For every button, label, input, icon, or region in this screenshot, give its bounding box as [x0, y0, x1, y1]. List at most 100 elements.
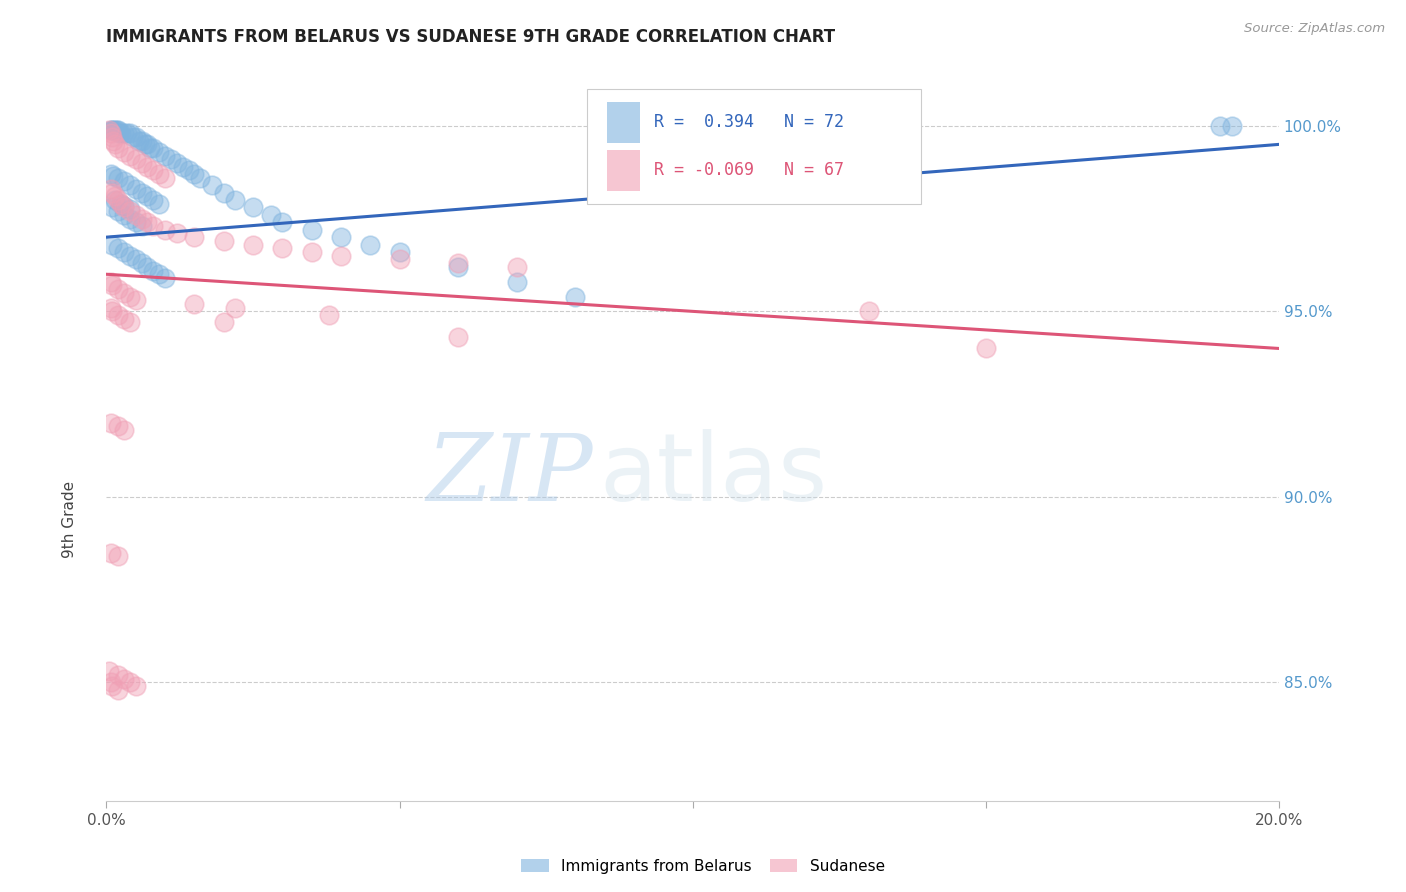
- Point: [974, 342, 997, 356]
- Point: [118, 178, 141, 193]
- Point: [142, 219, 165, 233]
- Point: [131, 256, 153, 270]
- Point: [447, 256, 470, 270]
- Point: [107, 204, 129, 219]
- Point: [136, 215, 159, 229]
- Point: [100, 301, 122, 315]
- Point: [271, 241, 294, 255]
- FancyBboxPatch shape: [607, 102, 640, 143]
- Point: [112, 311, 135, 326]
- Point: [301, 223, 323, 237]
- Point: [118, 211, 141, 226]
- Point: [177, 163, 200, 178]
- Point: [153, 223, 176, 237]
- Point: [224, 193, 246, 207]
- Point: [121, 130, 143, 145]
- FancyBboxPatch shape: [588, 88, 921, 203]
- Point: [101, 304, 124, 318]
- Point: [142, 141, 165, 155]
- Point: [107, 170, 129, 185]
- Point: [101, 201, 124, 215]
- Point: [506, 260, 529, 274]
- Point: [136, 160, 159, 174]
- Point: [447, 330, 470, 344]
- Point: [125, 215, 148, 229]
- Point: [101, 130, 124, 145]
- FancyBboxPatch shape: [607, 150, 640, 191]
- Point: [136, 260, 159, 274]
- Point: [105, 122, 128, 136]
- Point: [318, 308, 340, 322]
- Point: [118, 204, 141, 219]
- Point: [329, 230, 352, 244]
- Point: [115, 126, 138, 140]
- Point: [136, 137, 159, 152]
- Text: ZIP: ZIP: [426, 430, 593, 520]
- Point: [131, 219, 153, 233]
- Point: [153, 271, 176, 285]
- Point: [172, 160, 194, 174]
- Point: [125, 153, 148, 167]
- Point: [128, 134, 150, 148]
- Legend: Immigrants from Belarus, Sudanese: Immigrants from Belarus, Sudanese: [515, 853, 891, 880]
- Text: R = -0.069   N = 67: R = -0.069 N = 67: [654, 161, 844, 179]
- Point: [188, 170, 211, 185]
- Point: [242, 201, 264, 215]
- Point: [148, 267, 170, 281]
- Point: [139, 141, 162, 155]
- Point: [104, 122, 127, 136]
- Point: [112, 672, 135, 686]
- Point: [1220, 119, 1243, 133]
- Point: [125, 252, 148, 267]
- Point: [100, 545, 122, 559]
- Point: [131, 156, 153, 170]
- Point: [388, 252, 411, 267]
- Point: [107, 549, 129, 564]
- Point: [301, 244, 323, 259]
- Point: [118, 126, 141, 140]
- Point: [112, 208, 135, 222]
- Point: [201, 178, 224, 193]
- Point: [100, 275, 122, 289]
- Text: Source: ZipAtlas.com: Source: ZipAtlas.com: [1244, 22, 1385, 36]
- Point: [103, 122, 125, 136]
- Point: [100, 675, 122, 690]
- Point: [107, 193, 129, 207]
- Point: [107, 419, 129, 434]
- Point: [134, 137, 156, 152]
- Point: [112, 423, 135, 437]
- Point: [112, 201, 135, 215]
- Point: [125, 208, 148, 222]
- Point: [118, 675, 141, 690]
- Point: [112, 199, 135, 213]
- Point: [259, 208, 281, 222]
- Point: [118, 249, 141, 263]
- Point: [98, 665, 121, 679]
- Point: [153, 170, 176, 185]
- Point: [101, 679, 124, 693]
- Point: [148, 145, 170, 159]
- Point: [148, 167, 170, 181]
- Point: [118, 316, 141, 330]
- Point: [125, 293, 148, 308]
- Point: [112, 145, 135, 159]
- Point: [101, 237, 124, 252]
- Point: [166, 156, 188, 170]
- Point: [388, 244, 411, 259]
- Point: [224, 301, 246, 315]
- Point: [108, 126, 131, 140]
- Text: R =  0.394   N = 72: R = 0.394 N = 72: [654, 113, 844, 131]
- Point: [166, 227, 188, 241]
- Point: [100, 122, 122, 136]
- Point: [110, 196, 132, 211]
- Point: [242, 237, 264, 252]
- Text: atlas: atlas: [599, 429, 827, 521]
- Point: [183, 230, 205, 244]
- Point: [107, 282, 129, 296]
- Point: [100, 182, 122, 196]
- Point: [101, 122, 124, 136]
- Point: [104, 193, 127, 207]
- Point: [103, 169, 125, 183]
- Point: [112, 126, 135, 140]
- Point: [142, 193, 165, 207]
